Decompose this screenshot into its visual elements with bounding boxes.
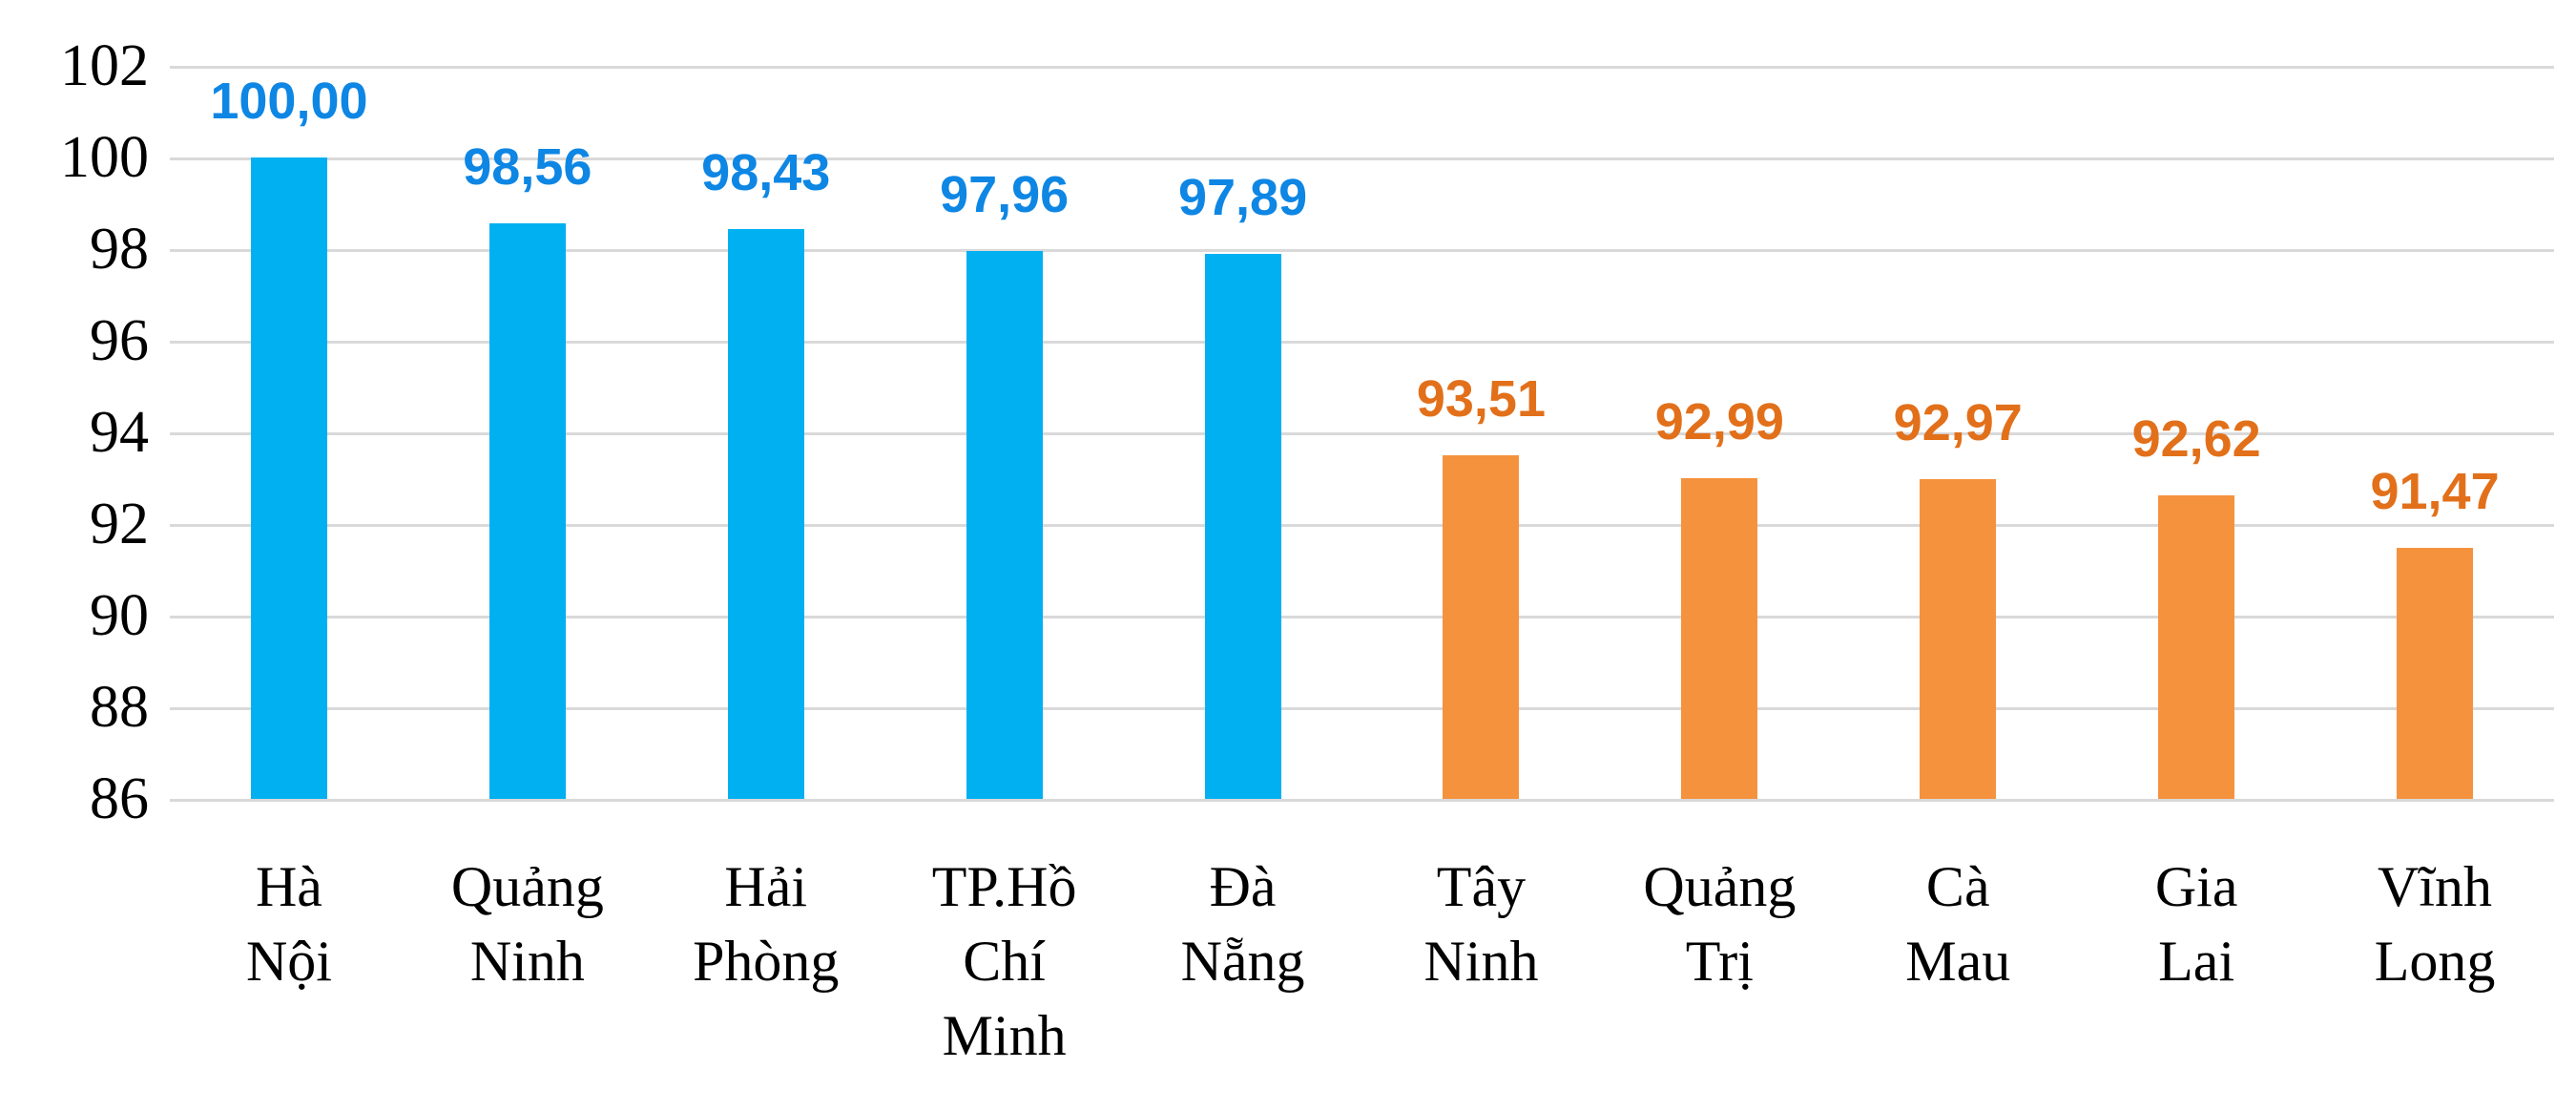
category-label: Quảng Ninh xyxy=(404,849,652,998)
bar-value-label: 100,00 xyxy=(210,73,368,130)
category-label-line: Quảng xyxy=(450,855,604,918)
bar-value-label: 92,99 xyxy=(1654,393,1784,451)
bar-Hải Phòng xyxy=(727,229,804,799)
bar-Đà Nẵng xyxy=(1204,254,1281,799)
y-axis-tick-label: 90 xyxy=(90,583,149,648)
bar-Hà Nội xyxy=(250,157,327,799)
bar-value-label: 98,56 xyxy=(463,138,592,197)
gridline xyxy=(170,157,2554,160)
bar-Quảng Trị xyxy=(1681,478,1758,799)
category-label: Tây Ninh xyxy=(1357,849,1605,998)
y-axis-tick-label: 86 xyxy=(90,766,149,831)
bar-Quảng Ninh xyxy=(488,223,566,799)
category-label-line: Nội xyxy=(245,930,332,993)
y-axis-tick-label: 100 xyxy=(60,125,149,190)
gridline xyxy=(170,524,2554,527)
bar-value-label: 97,89 xyxy=(1177,169,1308,227)
category-label-line: Ninh xyxy=(469,930,585,993)
y-axis-tick-label: 92 xyxy=(90,492,149,556)
category-label-line: Ninh xyxy=(1423,930,1539,993)
category-label: Quảng Trị xyxy=(1595,849,1843,998)
bar-Gia Lai xyxy=(2158,495,2235,799)
gridline xyxy=(170,707,2554,710)
y-axis-tick-label: 94 xyxy=(90,400,149,465)
category-label-line: Long xyxy=(2374,930,2496,993)
y-axis-tick-label: 88 xyxy=(90,675,149,740)
category-label-line: Trị xyxy=(1685,930,1754,993)
category-label: Hải Phòng xyxy=(642,849,890,998)
category-label: Vĩnh Long xyxy=(2311,849,2559,998)
bar-value-label: 93,51 xyxy=(1416,369,1547,428)
y-axis-tick-label: 98 xyxy=(90,217,149,282)
category-label: Đà Nẵng xyxy=(1119,849,1367,998)
category-label-line: Chí xyxy=(963,930,1046,993)
y-axis-tick-label: 102 xyxy=(60,33,149,98)
bar-value-label: 92,97 xyxy=(1893,394,2023,452)
category-label-line: Đà xyxy=(1209,855,1277,918)
category-label-line: Vĩnh xyxy=(2378,855,2493,918)
category-label: TP.Hồ Chí Minh xyxy=(881,849,1129,1073)
bar-value-label: 92,62 xyxy=(2131,410,2261,469)
category-label-line: Hà xyxy=(255,855,322,918)
category-label-line: Phòng xyxy=(693,930,840,993)
category-label-line: Lai xyxy=(2158,930,2235,993)
plot-area: 100,00 98,56 98,43 97,96 97,89 93,51 92,99 92,9… xyxy=(170,66,2554,802)
gridline xyxy=(170,616,2554,618)
gridline xyxy=(170,341,2554,344)
category-label-line: Cà xyxy=(1925,855,1990,918)
bar-value-label: 97,96 xyxy=(940,165,1070,223)
category-label-line: Quảng xyxy=(1643,855,1797,918)
bar-value-label: 98,43 xyxy=(701,144,831,202)
category-label: Gia Lai xyxy=(2072,849,2320,998)
category-label-line: Nẵng xyxy=(1180,930,1305,993)
category-label-line: Minh xyxy=(942,1004,1067,1067)
category-label-line: Tây xyxy=(1436,855,1527,918)
y-axis-tick-label: 96 xyxy=(90,308,149,373)
category-label-line: Mau xyxy=(1905,930,2011,993)
bar-Cà Mau xyxy=(1920,479,1997,799)
bar-Vĩnh Long xyxy=(2397,548,2474,799)
category-label: Hà Nội xyxy=(165,849,413,998)
category-label-line: Gia xyxy=(2154,855,2238,918)
gridline xyxy=(170,799,2554,802)
category-label-line: Hải xyxy=(724,855,808,918)
gridline xyxy=(170,66,2554,69)
bar-TP.Hồ Chí Minh xyxy=(966,250,1043,799)
gridline xyxy=(170,249,2554,252)
category-label: Cà Mau xyxy=(1834,849,2082,998)
gridline xyxy=(170,432,2554,435)
bar-Tây Ninh xyxy=(1443,454,1520,799)
bar-value-label: 91,47 xyxy=(2370,463,2500,521)
category-label-line: TP.Hồ xyxy=(931,855,1077,918)
